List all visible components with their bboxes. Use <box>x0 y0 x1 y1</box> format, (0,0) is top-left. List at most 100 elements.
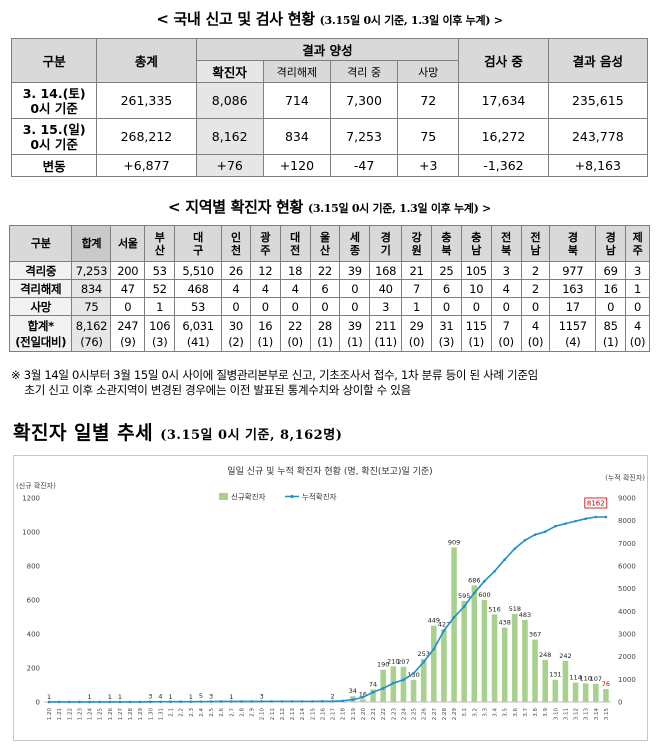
bar <box>562 660 569 702</box>
left-tick-label: 1200 <box>22 495 40 503</box>
x-tick-label: 1.23 <box>77 708 83 721</box>
x-tick-label: 2.21 <box>371 708 377 720</box>
line-point <box>159 700 162 704</box>
x-tick-label: 3.13 <box>584 708 590 721</box>
x-tick-label: 2.3 <box>189 708 195 717</box>
x-tick-label: 1.26 <box>108 708 114 721</box>
bar-data-label: 3 <box>209 692 213 700</box>
region-header: 강 원 <box>401 225 432 262</box>
cell-total: +6,877 <box>96 154 197 177</box>
bar-data-label: 210 <box>387 657 399 665</box>
x-tick-label: 3.4 <box>493 708 499 717</box>
region-cell: 834 <box>71 279 112 298</box>
x-tick-label: 1.30 <box>148 708 154 721</box>
regional-status-title-sub: (3.15일 0시 기준, 1.3일 이후 누계) > <box>307 202 491 215</box>
cumulative-line <box>49 516 606 703</box>
region-cell: 28 (1) <box>309 315 341 352</box>
region-cell: 69 <box>595 261 626 280</box>
cell-released: 714 <box>262 82 331 119</box>
region-cell: 0 <box>220 297 251 316</box>
bar-data-label: 1 <box>87 693 91 701</box>
region-header: 대 전 <box>279 225 311 262</box>
x-tick-label: 2.29 <box>452 708 458 721</box>
left-axis-label: (신규 확진자) <box>16 481 56 490</box>
x-tick-label: 3.11 <box>563 708 569 720</box>
line-point <box>523 538 527 542</box>
right-tick-label: 0 <box>618 699 622 707</box>
bar-data-label: 1 <box>118 693 122 701</box>
region-cell: 26 <box>220 261 251 280</box>
region-cell: 468 <box>174 279 222 298</box>
region-cell: 0 <box>490 297 522 316</box>
x-tick-label: 1.27 <box>118 708 124 721</box>
region-cell: 31 (3) <box>430 315 462 352</box>
right-tick-label: 5000 <box>618 585 636 593</box>
bar-data-label: 114 <box>569 674 581 682</box>
daily-trend-title: 확진자 일별 추세 (3.15일 0시 기준, 8,162명) <box>13 418 342 445</box>
line-point <box>412 672 415 675</box>
x-tick-label: 2.25 <box>412 708 418 721</box>
x-tick-label: 2.19 <box>351 708 357 721</box>
region-header: 부 산 <box>144 225 176 262</box>
region-cell: 4 <box>249 279 281 298</box>
region-cell: 0 <box>110 297 146 316</box>
right-tick-label: 3000 <box>618 631 636 639</box>
bar-data-label: 248 <box>539 651 551 659</box>
region-cell: 6 <box>430 279 462 298</box>
x-tick-label: 2.12 <box>280 708 286 720</box>
line-point <box>462 605 466 608</box>
region-row-label: 사망 <box>8 297 73 316</box>
line-point <box>442 629 446 632</box>
chart-title: 일일 신규 및 누적 확진자 현황 (명, 확진(보고)일 기준) <box>227 465 432 477</box>
region-header: 울 산 <box>309 225 341 262</box>
region-cell: 40 <box>369 279 403 298</box>
x-tick-label: 2.2 <box>179 708 185 717</box>
region-cell: 16 (1) <box>249 315 281 352</box>
bar <box>491 614 498 702</box>
x-tick-label: 2.13 <box>290 708 296 721</box>
line-point <box>564 522 567 525</box>
region-cell: 163 <box>549 279 597 298</box>
line-point <box>98 700 101 704</box>
bar-data-label: 367 <box>529 631 541 639</box>
region-cell: 53 <box>144 261 176 280</box>
bar-data-label: 5 <box>199 692 203 700</box>
x-tick-label: 3.12 <box>574 708 580 720</box>
bar <box>461 600 467 702</box>
legend-line-marker <box>290 494 294 499</box>
row-label: 변동 <box>10 154 98 177</box>
x-tick-label: 2.18 <box>341 708 347 721</box>
region-cell: 21 <box>401 261 432 280</box>
cell-total: 268,212 <box>96 118 197 155</box>
region-header: 전 북 <box>490 225 522 262</box>
region-header: 전 남 <box>520 225 551 262</box>
region-header: 세 종 <box>339 225 371 262</box>
region-cell: 1 <box>625 279 650 298</box>
line-point <box>118 700 122 704</box>
line-point <box>493 570 496 573</box>
region-cell: 18 <box>279 261 311 280</box>
line-point <box>280 700 284 703</box>
line-point <box>209 700 213 703</box>
region-cell: 0 <box>520 297 551 316</box>
x-tick-label: 2.8 <box>239 708 245 717</box>
legend-line-label: 누적확진자 <box>302 492 337 502</box>
region-cell: 7 (0) <box>490 315 522 352</box>
line-point <box>574 519 577 523</box>
line-point <box>331 699 334 703</box>
highlight-label: 8162 <box>587 499 605 507</box>
region-cell: 168 <box>369 261 403 280</box>
region-cell: 105 <box>460 261 492 280</box>
domestic-status-title-sub: (3.15일 0시 기준, 1.3일 이후 누계) > <box>319 14 503 27</box>
daily-trend-chart: 일일 신규 및 누적 확진자 현황 (명, 확진(보고)일 기준) (신규 확진자… <box>13 455 648 741</box>
cell-negative: +8,163 <box>547 154 649 177</box>
region-cell: 7,253 <box>71 261 112 280</box>
bar-data-label: 3 <box>148 692 152 700</box>
line-point <box>533 533 537 536</box>
line-point <box>452 616 456 619</box>
x-tick-label: 2.22 <box>381 708 387 720</box>
cell-testing: 17,634 <box>458 82 549 119</box>
region-cell: 4 (0) <box>520 315 551 352</box>
region-cell: 39 <box>339 261 371 280</box>
bar <box>481 600 488 702</box>
